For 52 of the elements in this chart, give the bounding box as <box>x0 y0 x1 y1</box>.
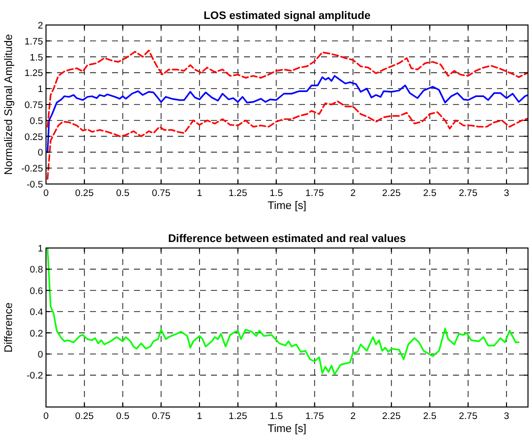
x-tick-label: 0.75 <box>152 188 170 199</box>
y-tick-label: 1.25 <box>24 68 43 80</box>
y-tick-label: -0.5 <box>26 180 43 190</box>
y-tick-label: 0 <box>38 350 43 360</box>
x-tick-label: 0.75 <box>152 411 170 422</box>
y-tick-label: 0 <box>38 148 43 159</box>
x-tick-label: 2.25 <box>382 411 401 422</box>
x-tick-label: 3 <box>504 411 510 422</box>
x-tick-label: 2 <box>350 188 356 199</box>
y-tick-label: 2 <box>38 20 43 32</box>
y-tick-label: 0.75 <box>24 100 43 111</box>
x-tick-label: 1.25 <box>228 411 248 422</box>
x-tick-label: 2.75 <box>458 411 478 422</box>
x-tick-label: 1.5 <box>270 188 283 199</box>
chart-title: Difference between estimated and real values <box>168 233 406 245</box>
y-tick-label: -0.25 <box>21 164 43 175</box>
y-tick-label: 0.5 <box>30 116 43 127</box>
x-tick-label: 2.75 <box>458 188 478 199</box>
x-tick-label: 1 <box>196 411 202 422</box>
y-tick-label: 1 <box>38 84 43 96</box>
x-tick-label: 1 <box>196 188 202 199</box>
x-tick-label: 0.5 <box>116 411 130 422</box>
y-tick-label: 0.6 <box>30 286 43 297</box>
x-tick-label: 2.5 <box>423 188 436 199</box>
y-tick-label: 0.4 <box>30 307 43 318</box>
y-tick-label: 1 <box>38 244 43 254</box>
y-tick-label: -0.2 <box>26 370 43 382</box>
line-series <box>46 50 528 128</box>
chart-title: LOS estimated signal amplitude <box>204 10 370 22</box>
y-tick-label: 1.5 <box>30 52 43 64</box>
x-tick-label: 1.5 <box>270 411 283 422</box>
line-series <box>46 75 528 153</box>
x-tick-label: 2.25 <box>382 188 401 199</box>
x-tick-label: 1.75 <box>305 411 324 422</box>
x-axis-title: Time [s] <box>268 200 306 212</box>
y-tick-label: 0.25 <box>24 132 43 143</box>
y-tick-label: 0.2 <box>30 328 43 340</box>
x-tick-label: 0.5 <box>116 188 130 199</box>
x-tick-label: 1.25 <box>228 188 248 199</box>
x-tick-label: 3 <box>504 188 510 199</box>
y-axis-title: Difference <box>3 302 15 352</box>
x-tick-label: 2 <box>350 411 356 422</box>
x-tick-label: 1.75 <box>305 188 324 199</box>
line-series <box>46 248 520 375</box>
x-tick-label: 2.5 <box>423 411 436 422</box>
y-tick-label: 1.75 <box>24 36 43 48</box>
y-tick-label: 0.8 <box>30 264 43 276</box>
line-series <box>46 100 528 180</box>
x-tick-label: 0.25 <box>75 411 94 422</box>
y-axis-title: Normalized Signal Amplitude <box>3 34 15 175</box>
x-axis-title: Time [s] <box>268 423 306 435</box>
x-tick-label: 0.25 <box>75 188 94 199</box>
